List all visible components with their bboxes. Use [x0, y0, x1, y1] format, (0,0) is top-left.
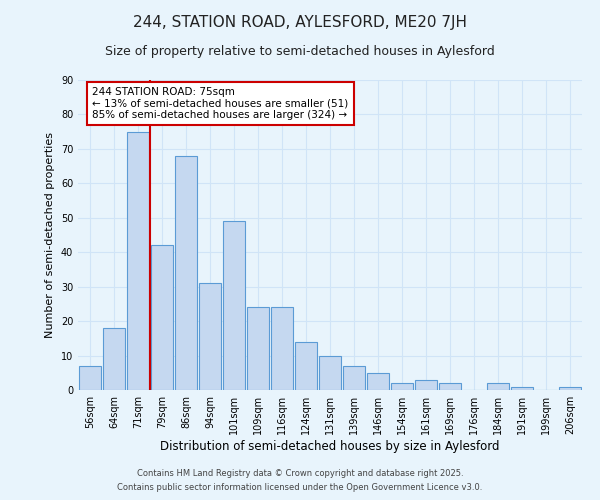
Bar: [199, 283, 221, 390]
Bar: [559, 386, 581, 390]
Bar: [367, 373, 389, 390]
Bar: [223, 221, 245, 390]
X-axis label: Distribution of semi-detached houses by size in Aylesford: Distribution of semi-detached houses by …: [160, 440, 500, 452]
Bar: [175, 156, 197, 390]
Bar: [487, 383, 509, 390]
Text: Size of property relative to semi-detached houses in Aylesford: Size of property relative to semi-detach…: [105, 45, 495, 58]
Text: 244, STATION ROAD, AYLESFORD, ME20 7JH: 244, STATION ROAD, AYLESFORD, ME20 7JH: [133, 15, 467, 30]
Bar: [103, 328, 125, 390]
Bar: [343, 366, 365, 390]
Bar: [271, 308, 293, 390]
Y-axis label: Number of semi-detached properties: Number of semi-detached properties: [45, 132, 55, 338]
Bar: [295, 342, 317, 390]
Text: Contains public sector information licensed under the Open Government Licence v3: Contains public sector information licen…: [118, 484, 482, 492]
Text: 244 STATION ROAD: 75sqm
← 13% of semi-detached houses are smaller (51)
85% of se: 244 STATION ROAD: 75sqm ← 13% of semi-de…: [92, 87, 349, 120]
Bar: [415, 380, 437, 390]
Bar: [439, 383, 461, 390]
Bar: [127, 132, 149, 390]
Bar: [247, 308, 269, 390]
Bar: [511, 386, 533, 390]
Bar: [79, 366, 101, 390]
Text: Contains HM Land Registry data © Crown copyright and database right 2025.: Contains HM Land Registry data © Crown c…: [137, 468, 463, 477]
Bar: [319, 356, 341, 390]
Bar: [151, 246, 173, 390]
Bar: [391, 383, 413, 390]
